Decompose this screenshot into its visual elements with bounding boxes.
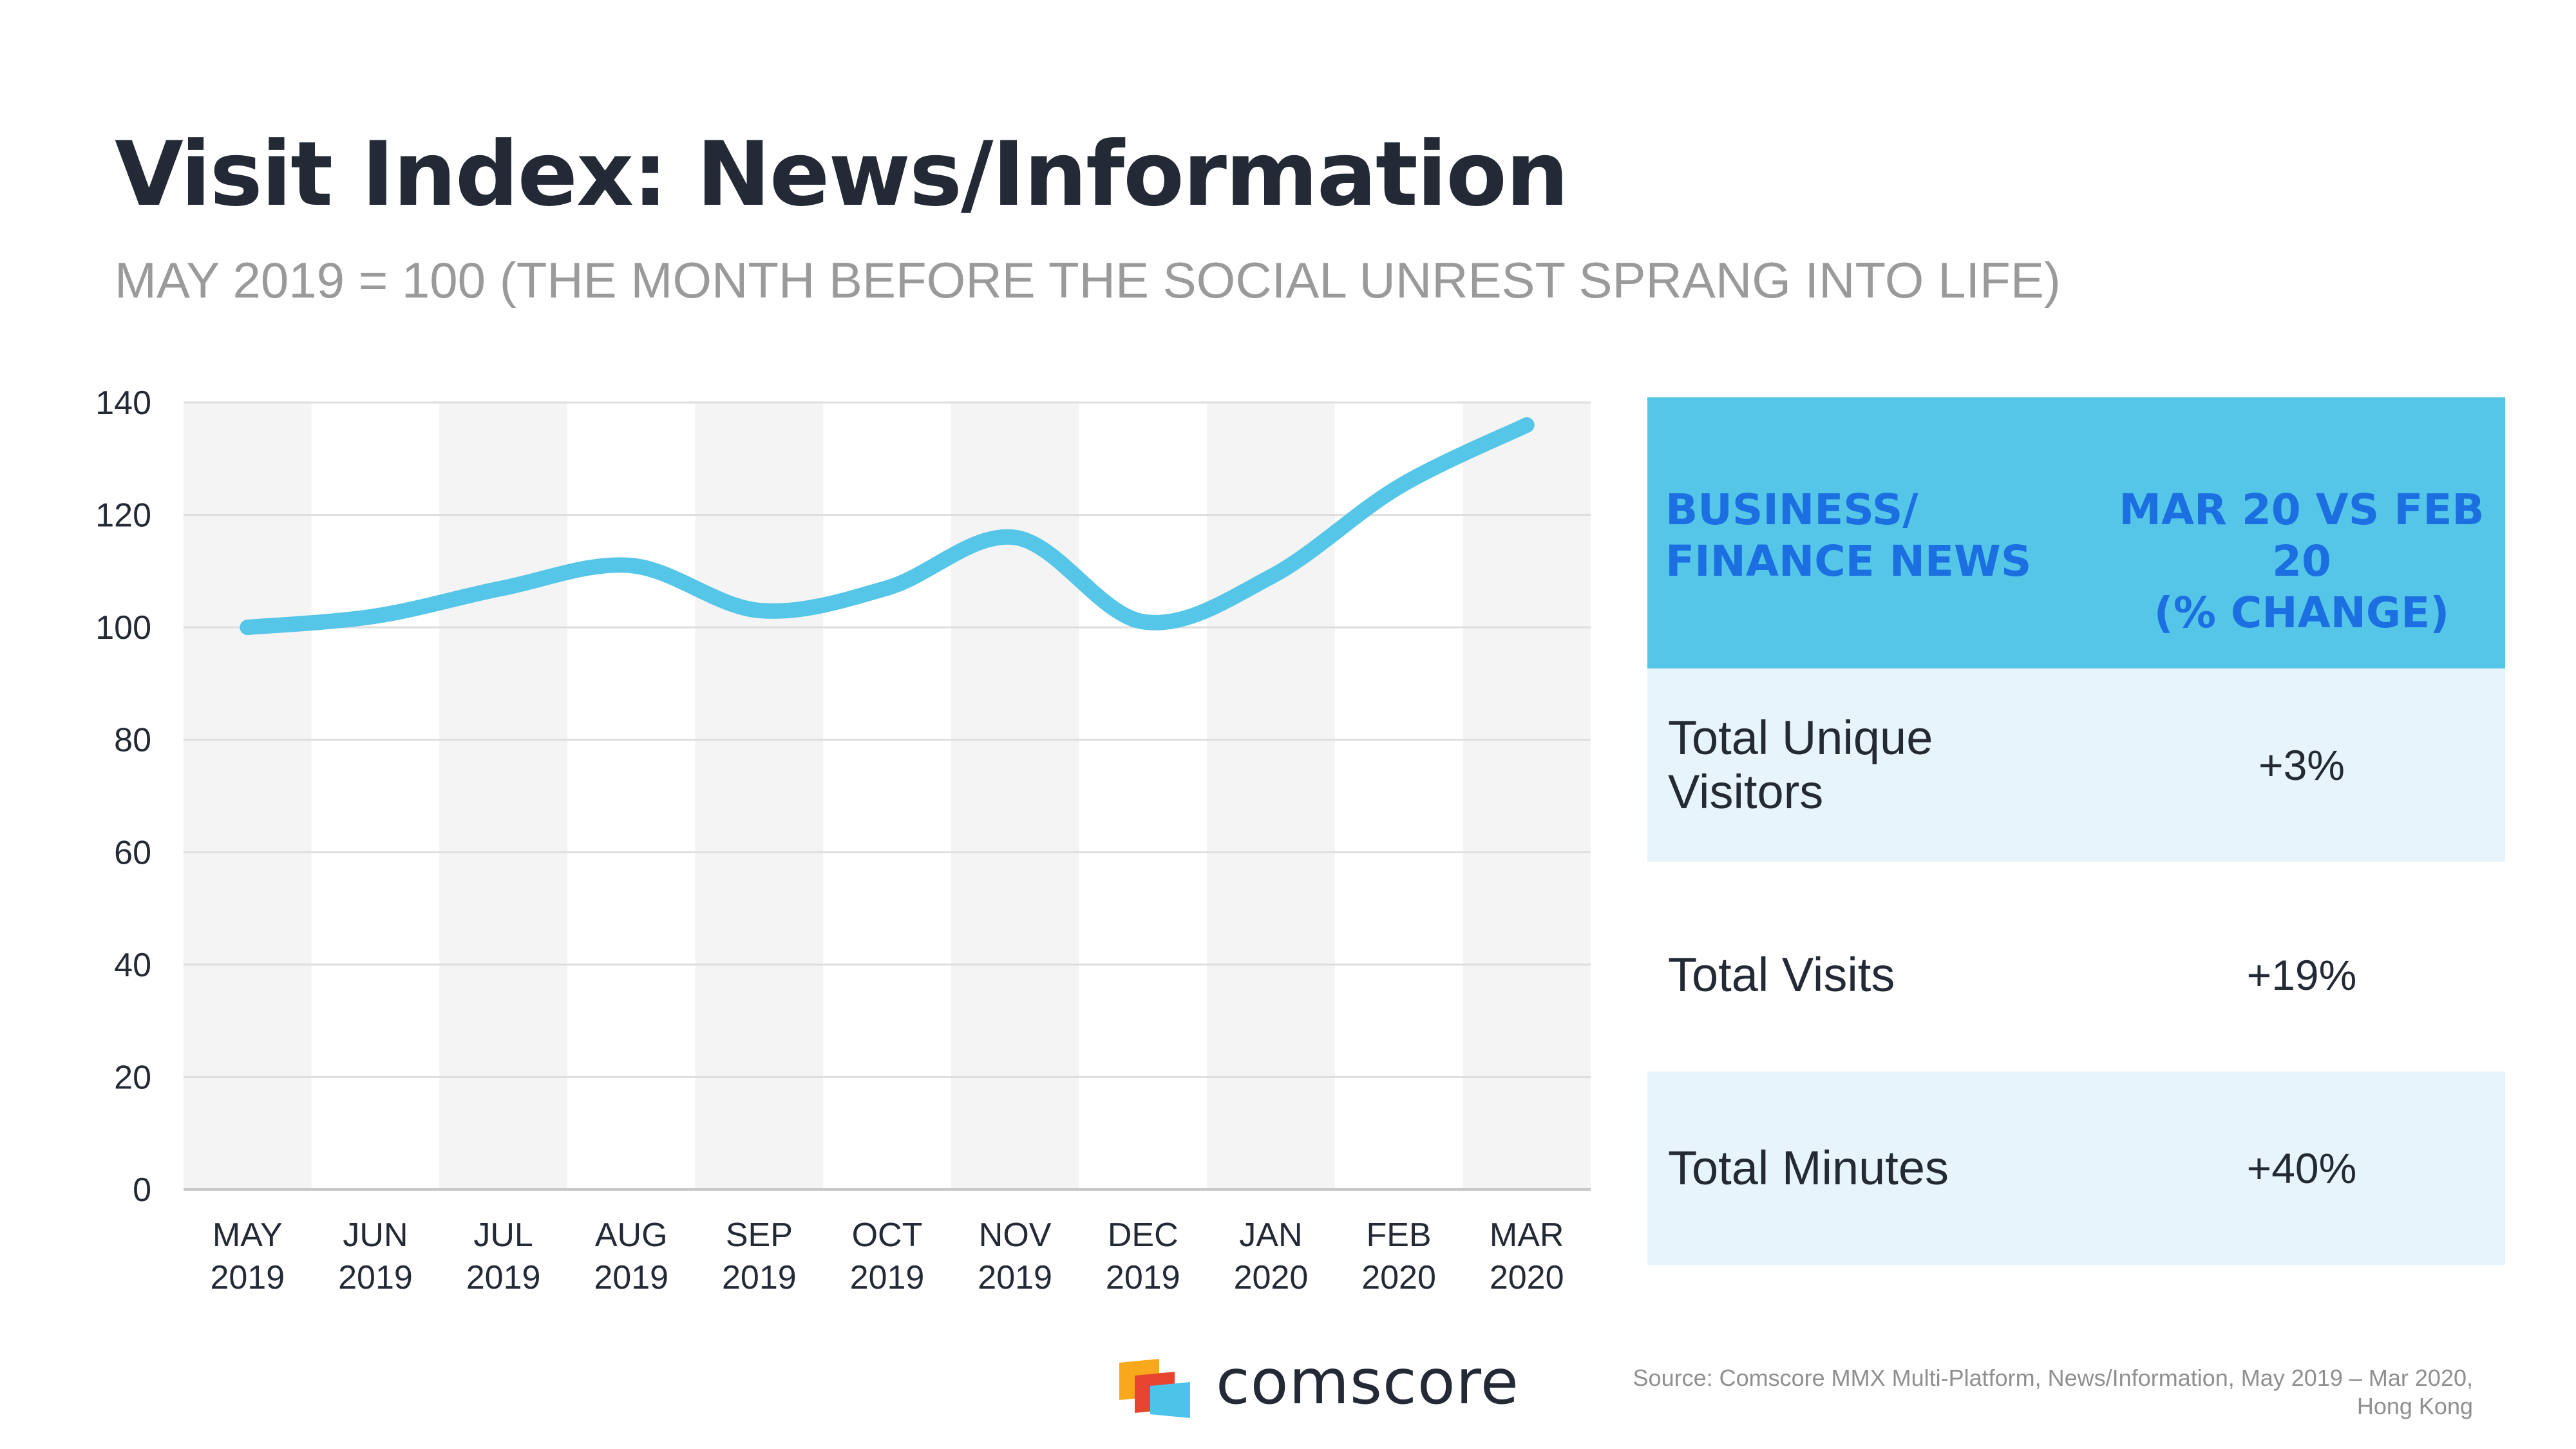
y-tick-label: 0 [133, 1171, 151, 1209]
source-note: Source: Comscore MMX Multi-Platform, New… [1633, 1365, 2473, 1419]
visit-index-line-chart: 0 20 40 60 80 100 120 140 MAY 2019 JUN 2019 JUL 2019… [95, 384, 1591, 1296]
x-tick-label: AUG 2019 [594, 1217, 668, 1296]
slide-subtitle: MAY 2019 = 100 (THE MONTH BEFORE THE SOC… [115, 252, 2061, 308]
table-row: Total Visits +19% [1647, 878, 2505, 1072]
column-band [695, 402, 824, 1189]
row-value: +40% [2246, 1144, 2357, 1192]
y-tick-label: 100 [95, 609, 151, 647]
x-tick-label: MAY 2019 [210, 1217, 285, 1296]
series-lines [240, 417, 1535, 636]
row-label: Total Minutes [1668, 1141, 1949, 1195]
data-point [1398, 486, 1399, 488]
column-band [951, 402, 1079, 1189]
data-point [1526, 424, 1528, 426]
row-value: +19% [2246, 951, 2357, 999]
data-point [503, 587, 504, 589]
table-header-change-text: MAR 20 VS FEB 20 (% CHANGE) [2119, 485, 2485, 638]
series-line [240, 417, 1535, 636]
x-tick-label: NOV 2019 [978, 1217, 1052, 1296]
x-tick-label: DEC 2019 [1106, 1217, 1180, 1296]
y-tick-label: 140 [95, 384, 151, 422]
data-point [1142, 621, 1144, 622]
x-tick-label: JUL 2019 [466, 1217, 541, 1296]
y-tick-label: 120 [95, 497, 151, 535]
x-tick-label: JUN 2019 [338, 1217, 413, 1296]
column-band [1463, 402, 1591, 1189]
gridlines [184, 401, 1591, 1191]
y-tick-label: 40 [114, 947, 151, 984]
x-axis-ticks: MAY 2019 JUN 2019 JUL 2019 AUG 2019 SEP 2019 OCT 20… [210, 1217, 1564, 1296]
y-axis-ticks: 0 20 40 60 80 100 120 140 [95, 384, 151, 1209]
brand-name: comscore [1216, 1346, 1519, 1418]
column-band [1207, 402, 1335, 1189]
row-label: Total Visits [1668, 948, 1895, 1001]
table-row: Total Minutes +40% [1647, 1072, 2505, 1265]
data-point [630, 565, 632, 566]
data-point [1270, 576, 1271, 578]
y-tick-label: 60 [114, 834, 151, 871]
slide-title: Visit Index: News/Information [115, 122, 1569, 226]
table-header-category: BUSINESS/ FINANCE NEWS [1665, 484, 2065, 587]
x-tick-label: MAR 2020 [1490, 1217, 1564, 1296]
comscore-logo-icon [1119, 1359, 1190, 1418]
column-band [439, 402, 567, 1189]
column-band [184, 402, 312, 1189]
x-tick-label: JAN 2020 [1234, 1217, 1309, 1296]
data-point [887, 587, 888, 589]
data-point [759, 610, 760, 611]
y-tick-label: 20 [114, 1059, 151, 1096]
data-point [375, 616, 376, 617]
x-tick-label: SEP 2019 [722, 1217, 797, 1296]
row-label: Total Unique Visitors [1668, 711, 1933, 819]
data-point [247, 627, 248, 628]
table-header: BUSINESS/ FINANCE NEWS MAR 20 VS FEB 20 … [1647, 397, 2505, 668]
y-tick-label: 80 [114, 722, 151, 759]
table-row: Total Unique Visitors +3% [1647, 668, 2505, 862]
row-value: +3% [2259, 741, 2345, 789]
table-header-category-text: BUSINESS/ FINANCE NEWS [1665, 485, 2032, 586]
table-header-change: MAR 20 VS FEB 20 (% CHANGE) [2098, 484, 2505, 639]
column-bands [184, 402, 1591, 1189]
x-tick-label: OCT 2019 [850, 1217, 925, 1296]
data-point [1014, 536, 1016, 538]
x-tick-label: FEB 2020 [1361, 1217, 1436, 1296]
